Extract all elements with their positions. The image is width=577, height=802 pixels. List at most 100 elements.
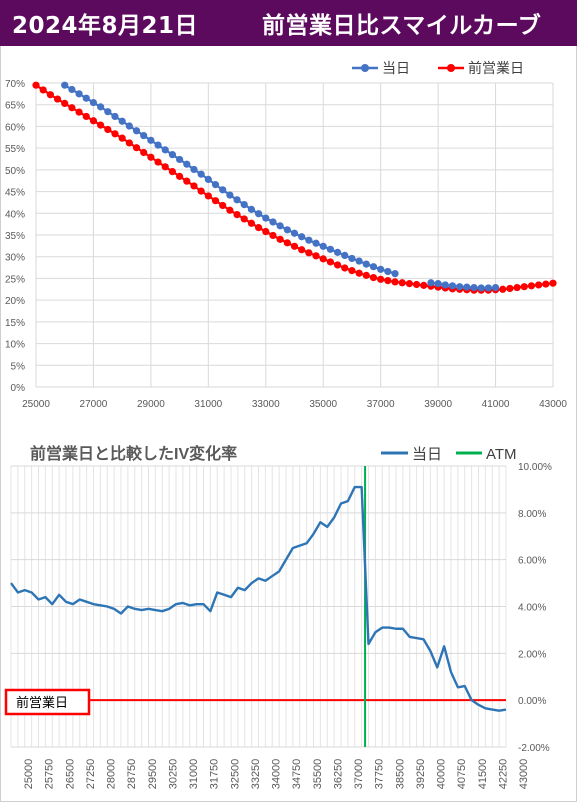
- smile-curve-legend: 当日 前営業日: [352, 60, 524, 76]
- data-point: [527, 282, 536, 290]
- data-point: [161, 163, 169, 171]
- data-point: [254, 210, 263, 218]
- series-today: [61, 81, 500, 292]
- header-banner: 2024年8月21日 前営業日比スマイルカーブ: [0, 0, 577, 46]
- data-point: [204, 175, 212, 184]
- data-point: [183, 160, 191, 168]
- data-point: [513, 283, 521, 292]
- prev-day-annotation-label: 前営業日: [16, 695, 68, 710]
- iv-chart-x-ticks: 25000 25750 26500 27250 28000 28750 29500 30250…: [23, 759, 530, 790]
- y-tick-label: 6.00%: [518, 556, 546, 567]
- data-point: [312, 239, 320, 247]
- data-point: [176, 172, 184, 180]
- data-point: [97, 121, 105, 129]
- data-point: [398, 279, 406, 287]
- y-tick-label: 10.00%: [518, 462, 552, 473]
- legend-iv-today-label: 当日: [412, 446, 442, 463]
- data-point: [412, 280, 421, 289]
- y-tick-label: -2.00%: [518, 743, 550, 754]
- data-point: [312, 252, 320, 260]
- data-point: [147, 153, 155, 161]
- prev-day-annotation-box: [4, 688, 91, 716]
- data-point: [355, 269, 363, 277]
- x-tick-label: 41500: [477, 759, 489, 790]
- x-tick-label: 40000: [436, 759, 448, 790]
- x-tick-label: 30250: [167, 759, 179, 790]
- iv-chart-legend: 当日 ATM: [381, 446, 517, 463]
- y-tick-label: 15%: [5, 318, 25, 329]
- iv-chart-title: 前営業日と比較したIV変化率: [30, 444, 237, 463]
- data-point: [434, 280, 442, 288]
- data-point: [276, 222, 284, 230]
- x-tick-label: 38500: [394, 759, 406, 790]
- data-point: [104, 125, 112, 134]
- y-tick-label: 0.00%: [518, 696, 546, 707]
- x-tick-label: 41000: [482, 399, 510, 410]
- data-point: [140, 148, 148, 157]
- data-point: [75, 108, 83, 116]
- data-point: [75, 90, 83, 98]
- smile-curve-x-ticks: 25000 27000 29000 31000 33000 35000 37000 39000…: [22, 399, 567, 410]
- data-point: [226, 206, 234, 214]
- data-point: [97, 103, 105, 111]
- data-point: [82, 94, 90, 102]
- data-point: [269, 231, 277, 240]
- legend-today-label: 当日: [382, 60, 410, 76]
- x-tick-label: 27250: [85, 759, 97, 790]
- data-point: [333, 248, 342, 256]
- x-tick-label: 35500: [312, 759, 324, 790]
- y-tick-label: 65%: [5, 101, 25, 112]
- data-point: [298, 233, 306, 241]
- data-point: [132, 127, 141, 135]
- data-point: [276, 235, 284, 243]
- data-point: [369, 273, 378, 282]
- y-tick-label: 2.00%: [518, 649, 546, 660]
- data-point: [305, 249, 313, 257]
- smile-curve-series: [32, 81, 557, 294]
- data-point: [298, 246, 306, 254]
- data-point: [290, 229, 299, 237]
- x-tick-label: 26500: [64, 759, 76, 790]
- x-tick-label: 29000: [137, 399, 165, 410]
- data-point: [111, 112, 119, 121]
- data-point: [348, 254, 356, 263]
- smile-curve-y-ticks: 0% 5% 10% 15% 20% 25% 30% 35% 40% 45% 50% 55% 60% 65%…: [5, 79, 25, 394]
- y-tick-label: 25%: [5, 274, 25, 285]
- data-point: [333, 261, 342, 269]
- data-point: [535, 281, 543, 289]
- data-point: [197, 187, 205, 195]
- y-tick-label: 45%: [5, 188, 25, 199]
- data-point: [132, 144, 141, 152]
- data-point: [32, 81, 40, 89]
- iv-chart-series: [10, 466, 507, 747]
- x-tick-label: 42250: [497, 759, 509, 790]
- data-point: [549, 279, 557, 287]
- data-point: [154, 158, 162, 166]
- y-tick-label: 5%: [11, 361, 26, 372]
- data-point: [161, 146, 169, 154]
- data-point: [391, 270, 399, 278]
- header-title: 前営業日比スマイルカーブ: [262, 13, 542, 39]
- data-point: [427, 279, 435, 287]
- x-tick-label: 29500: [147, 759, 159, 790]
- data-point: [283, 226, 291, 234]
- data-point: [254, 224, 263, 232]
- x-tick-label: 39000: [424, 399, 452, 410]
- prev-day-annotation: 前営業日: [4, 688, 91, 716]
- x-tick-label: 35000: [309, 399, 337, 410]
- y-tick-label: 40%: [5, 209, 25, 220]
- x-tick-label: 31000: [194, 399, 222, 410]
- data-point: [341, 251, 349, 260]
- data-point: [341, 264, 349, 272]
- data-point: [441, 281, 449, 289]
- data-point: [283, 239, 291, 247]
- header-date: 2024年8月21日: [12, 13, 199, 39]
- data-point: [377, 275, 385, 283]
- data-point: [362, 260, 370, 268]
- y-tick-label: 4.00%: [518, 603, 546, 614]
- data-point: [240, 215, 248, 223]
- data-point: [211, 181, 220, 189]
- x-tick-label: 37000: [367, 399, 395, 410]
- data-point: [319, 242, 327, 250]
- y-tick-label: 8.00%: [518, 509, 546, 520]
